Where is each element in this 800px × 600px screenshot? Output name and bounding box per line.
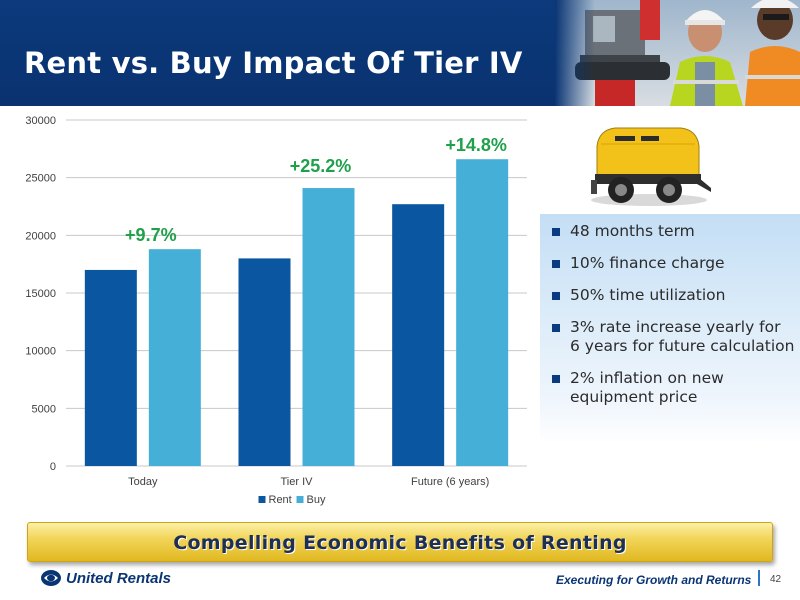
assumptions-list: 48 months term 10% finance charge 50% ti…: [540, 214, 800, 444]
bar-chart-svg: 0 5000 10000 15000 20000 25000 30000 Today +9.7%…: [25, 115, 527, 506]
brand-name: United Rentals: [66, 569, 172, 587]
legend-swatch-buy: [296, 496, 304, 503]
legend-label: Buy: [307, 494, 326, 506]
footer-divider: [758, 570, 760, 586]
percent-annotation: +9.7%: [125, 225, 177, 245]
x-tick-label: Future (6 years): [411, 476, 489, 488]
y-tick-label: 30000: [25, 115, 56, 127]
banner-text: Compelling Economic Benefits of Renting: [173, 532, 627, 554]
bullet-square-icon: [552, 375, 560, 383]
list-item: 2% inflation on new equipment price: [552, 369, 800, 407]
legend-label: Rent: [269, 494, 292, 506]
y-tick-label: 25000: [25, 173, 56, 185]
page-title: Rent vs. Buy Impact Of Tier IV: [24, 46, 523, 80]
assumption-text: 3% rate increase yearly for 6 years for …: [570, 318, 795, 355]
list-item: 10% finance charge: [552, 254, 800, 273]
bullet-square-icon: [552, 324, 560, 332]
bar-rent: [392, 204, 445, 466]
y-tick-label: 5000: [32, 403, 56, 415]
united-rentals-logo-icon: [41, 570, 61, 586]
bullet-square-icon: [552, 260, 560, 268]
bullet-square-icon: [552, 228, 560, 236]
bar-rent: [238, 258, 291, 466]
rent-vs-buy-chart: 0 5000 10000 15000 20000 25000 30000 Today +9.7%…: [0, 106, 535, 516]
percent-annotation: +14.8%: [445, 135, 507, 155]
assumption-text: 48 months term: [570, 222, 695, 240]
benefits-banner: Compelling Economic Benefits of Renting: [27, 522, 773, 562]
bar-buy: [302, 188, 355, 466]
list-item: 48 months term: [552, 222, 800, 241]
bar-buy: [456, 159, 509, 467]
x-tick-label: Today: [128, 476, 158, 488]
y-tick-label: 10000: [25, 346, 56, 358]
list-item: 50% time utilization: [552, 286, 800, 305]
assumption-text: 2% inflation on new equipment price: [570, 369, 724, 406]
y-tick-label: 0: [50, 461, 56, 473]
legend-swatch-rent: [258, 496, 266, 503]
x-tick-label: Tier IV: [281, 476, 314, 488]
percent-annotation: +25.2%: [290, 156, 352, 176]
bar-rent: [84, 269, 137, 466]
footer-tagline: Executing for Growth and Returns: [556, 573, 752, 587]
list-item: 3% rate increase yearly for 6 years for …: [552, 318, 800, 356]
assumption-text: 10% finance charge: [570, 254, 725, 272]
page-number: 42: [770, 574, 782, 585]
header-photo: [555, 0, 800, 106]
compressor-image: [585, 118, 713, 210]
bullet-square-icon: [552, 292, 560, 300]
header-band: Rent vs. Buy Impact Of Tier IV: [0, 0, 800, 106]
assumption-text: 50% time utilization: [570, 286, 726, 304]
y-tick-label: 15000: [25, 288, 56, 300]
bar-buy: [148, 249, 201, 466]
united-rentals-logo: United Rentals: [40, 568, 171, 588]
y-tick-label: 20000: [25, 230, 56, 242]
